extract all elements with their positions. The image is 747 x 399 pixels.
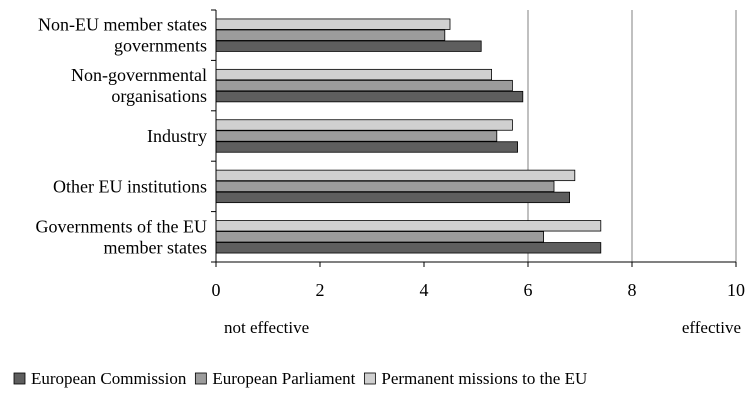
- bar: [215, 79, 513, 92]
- bar: [215, 169, 576, 182]
- legend-swatch: [13, 372, 26, 385]
- bar: [215, 29, 446, 41]
- bar: [215, 68, 493, 81]
- bar: [215, 231, 545, 243]
- x-tick-label: 4: [420, 280, 429, 300]
- bar: [215, 141, 519, 153]
- x-tick-labels: 0 2 4 6 8 10: [212, 280, 746, 300]
- bars: [215, 18, 602, 254]
- bar: [215, 90, 524, 103]
- category-label: Non-EU member states: [38, 15, 207, 35]
- category-label: Governments of the EU: [36, 216, 207, 236]
- legend-swatch: [363, 372, 376, 385]
- bar: [215, 242, 602, 254]
- x-high-label: effective: [682, 318, 741, 337]
- category-label: organisations: [111, 86, 207, 106]
- legend-label: European Parliament: [212, 369, 355, 388]
- axes: [211, 9, 737, 267]
- category-label: Industry: [147, 126, 207, 146]
- x-tick-label: 0: [212, 280, 221, 300]
- category-label: Non-governmental: [71, 65, 207, 85]
- bar: [215, 18, 451, 30]
- bar: [215, 130, 498, 142]
- category-label: governments: [114, 36, 207, 56]
- category-label: Other EU institutions: [53, 176, 207, 196]
- x-tick-label: 2: [316, 280, 325, 300]
- x-tick-label: 6: [524, 280, 533, 300]
- x-tick-label: 10: [727, 280, 745, 300]
- legend-label: European Commission: [31, 369, 187, 388]
- bar: [215, 180, 555, 193]
- bar: [215, 40, 482, 52]
- legend-swatch: [194, 372, 207, 385]
- bar: [215, 191, 571, 204]
- bar: [215, 119, 513, 131]
- category-label: member states: [104, 237, 207, 257]
- legend: European Commission European Parliament Pe…: [13, 369, 587, 388]
- gridlines: [527, 10, 737, 262]
- x-low-label: not effective: [224, 318, 309, 337]
- bar: [215, 220, 602, 232]
- legend-label: Permanent missions to the EU: [381, 369, 587, 388]
- x-tick-label: 8: [628, 280, 637, 300]
